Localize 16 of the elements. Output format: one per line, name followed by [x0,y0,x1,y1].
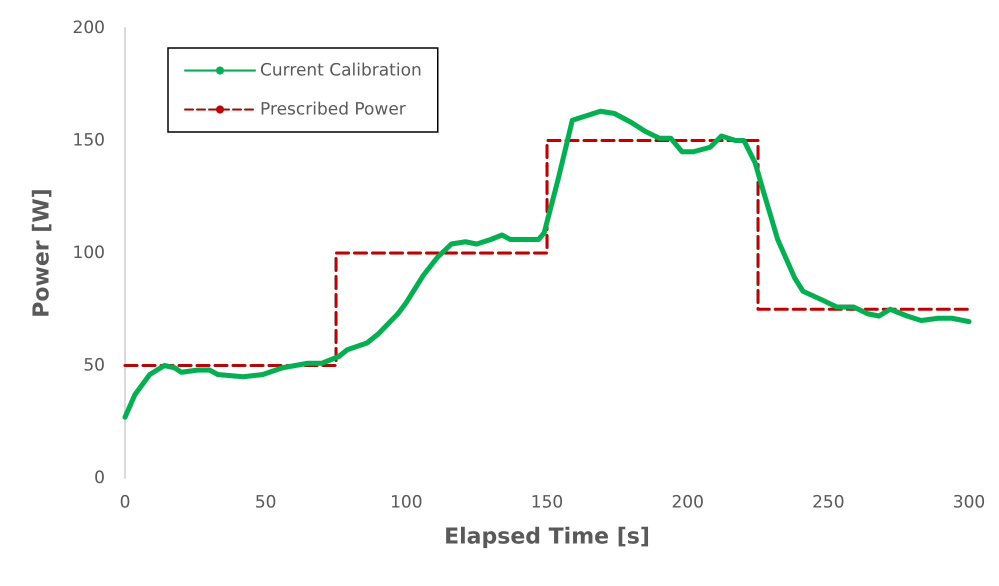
legend-label: Prescribed Power [260,100,406,120]
x-tick-label: 0 [120,492,130,512]
y-tick-label: 100 [72,243,105,263]
y-tick-label: 50 [83,356,105,376]
x-tick-label: 250 [812,492,845,512]
legend-label: Current Calibration [260,60,422,80]
x-tick-label: 300 [952,492,986,512]
y-tick-label: 200 [72,18,105,38]
y-tick-label: 0 [94,468,105,488]
y-tick-label: 150 [72,130,105,150]
x-tick-label: 200 [671,492,704,512]
x-axis-title: Elapsed Time [s] [444,524,650,550]
x-tick-label: 100 [390,492,423,512]
x-tick-label: 50 [254,492,276,512]
y-axis-title: Power [W] [30,188,54,318]
x-tick-label: 150 [530,492,564,512]
